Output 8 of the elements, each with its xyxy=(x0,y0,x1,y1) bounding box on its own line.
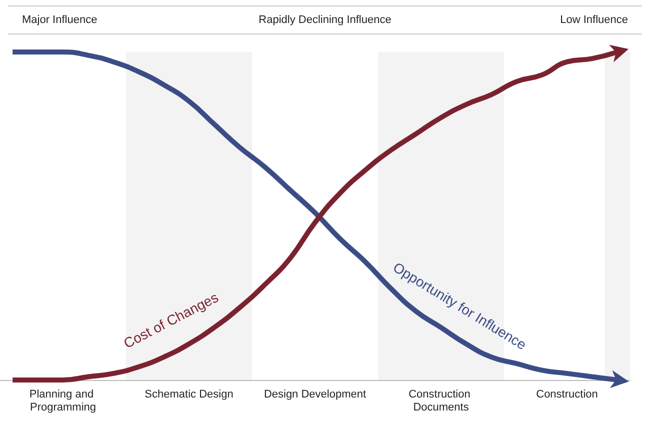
x-tick-label: Schematic Design xyxy=(144,388,234,400)
text: Low Influence xyxy=(560,14,628,26)
x-tick-label: Construction Documents xyxy=(408,388,474,414)
text: Rapidly Declining Influence xyxy=(258,14,392,26)
text: Major Influence xyxy=(22,14,98,26)
x-tick-label: Design Development xyxy=(264,388,366,400)
x-tick-label: Construction xyxy=(536,388,598,400)
x-tick-label: Planning and Programming xyxy=(29,388,97,414)
